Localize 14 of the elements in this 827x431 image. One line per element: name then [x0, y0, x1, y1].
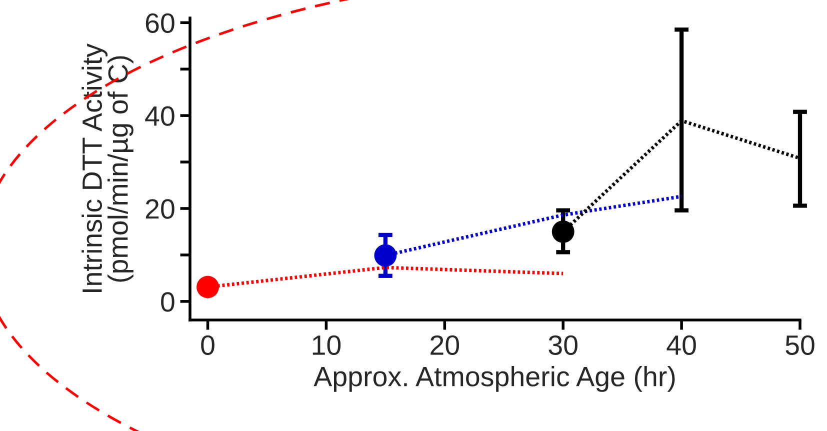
x-axis-title: Approx. Atmospheric Age (hr) [314, 366, 675, 392]
x-tick-label: 10 [312, 335, 341, 355]
point [552, 220, 574, 243]
x-tick-label: 0 [201, 335, 214, 355]
y-tick-label: 60 [146, 13, 174, 33]
y-tick-label: 20 [146, 199, 174, 219]
point [196, 276, 219, 298]
y-tick-label: 0 [161, 292, 174, 312]
x-tick-label: 50 [786, 335, 814, 355]
x-tick-label: 30 [548, 335, 578, 355]
point [374, 244, 397, 267]
x-tick-label: 40 [666, 335, 696, 355]
y-tick-label: 40 [145, 106, 174, 126]
x-tick-label: 20 [430, 335, 460, 355]
